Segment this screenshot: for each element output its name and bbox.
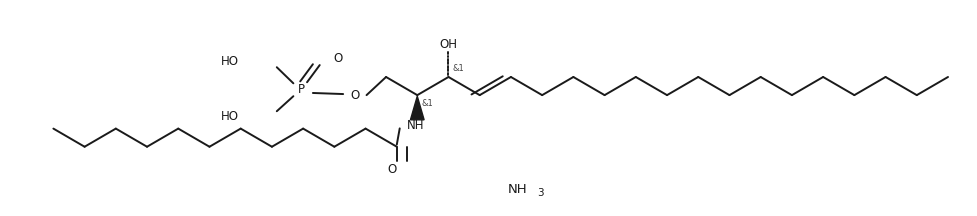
Text: O: O bbox=[350, 89, 360, 102]
Text: &1: &1 bbox=[452, 64, 464, 73]
Text: HO: HO bbox=[221, 110, 238, 123]
Text: O: O bbox=[387, 163, 397, 176]
Text: NH: NH bbox=[406, 119, 424, 132]
Text: NH: NH bbox=[508, 183, 528, 196]
Text: O: O bbox=[333, 52, 343, 65]
Text: 3: 3 bbox=[537, 188, 544, 198]
Text: HO: HO bbox=[221, 55, 238, 68]
Polygon shape bbox=[410, 96, 424, 120]
Text: P: P bbox=[298, 83, 305, 96]
Text: &1: &1 bbox=[421, 99, 433, 108]
Text: OH: OH bbox=[440, 38, 457, 51]
